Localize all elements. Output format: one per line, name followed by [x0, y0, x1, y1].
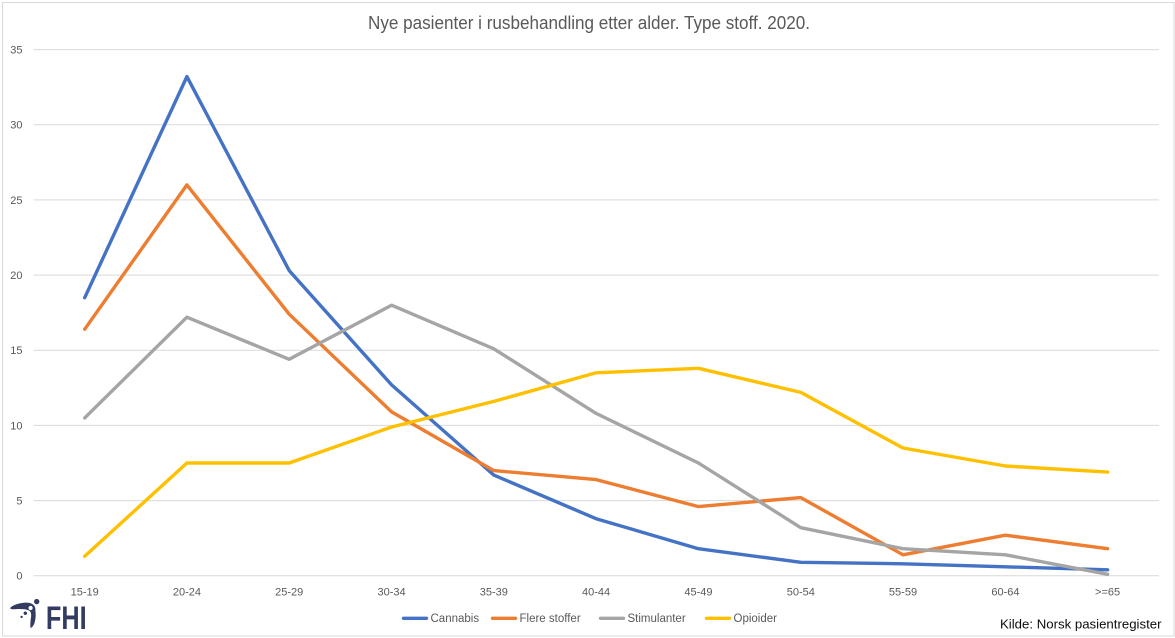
svg-text:15: 15	[10, 345, 22, 357]
svg-text:>=65: >=65	[1095, 587, 1120, 599]
svg-text:30: 30	[10, 120, 22, 132]
svg-text:55-59: 55-59	[889, 587, 917, 599]
svg-text:35: 35	[10, 45, 22, 57]
svg-text:FHI: FHI	[46, 600, 87, 636]
svg-text:30-34: 30-34	[378, 587, 406, 599]
svg-text:Opioider: Opioider	[734, 613, 778, 625]
svg-text:Nye pasienter i rusbehandling: Nye pasienter i rusbehandling etter alde…	[368, 13, 810, 33]
svg-text:45-49: 45-49	[684, 587, 712, 599]
svg-text:5: 5	[16, 496, 22, 508]
svg-text:10: 10	[10, 420, 22, 432]
svg-text:60-64: 60-64	[991, 587, 1019, 599]
svg-text:0: 0	[16, 571, 22, 583]
svg-text:Flere stoffer: Flere stoffer	[520, 613, 581, 625]
svg-text:40-44: 40-44	[582, 587, 610, 599]
svg-text:Stimulanter: Stimulanter	[628, 613, 686, 625]
svg-text:35-39: 35-39	[480, 587, 508, 599]
svg-text:25: 25	[10, 195, 22, 207]
svg-text:15-19: 15-19	[71, 587, 99, 599]
svg-text:Kilde: Norsk pasientregister: Kilde: Norsk pasientregister	[1000, 617, 1162, 631]
svg-text:Cannabis: Cannabis	[431, 613, 480, 625]
svg-text:50-54: 50-54	[787, 587, 815, 599]
svg-text:20-24: 20-24	[173, 587, 201, 599]
svg-text:20: 20	[10, 270, 22, 282]
svg-text:25-29: 25-29	[275, 587, 303, 599]
